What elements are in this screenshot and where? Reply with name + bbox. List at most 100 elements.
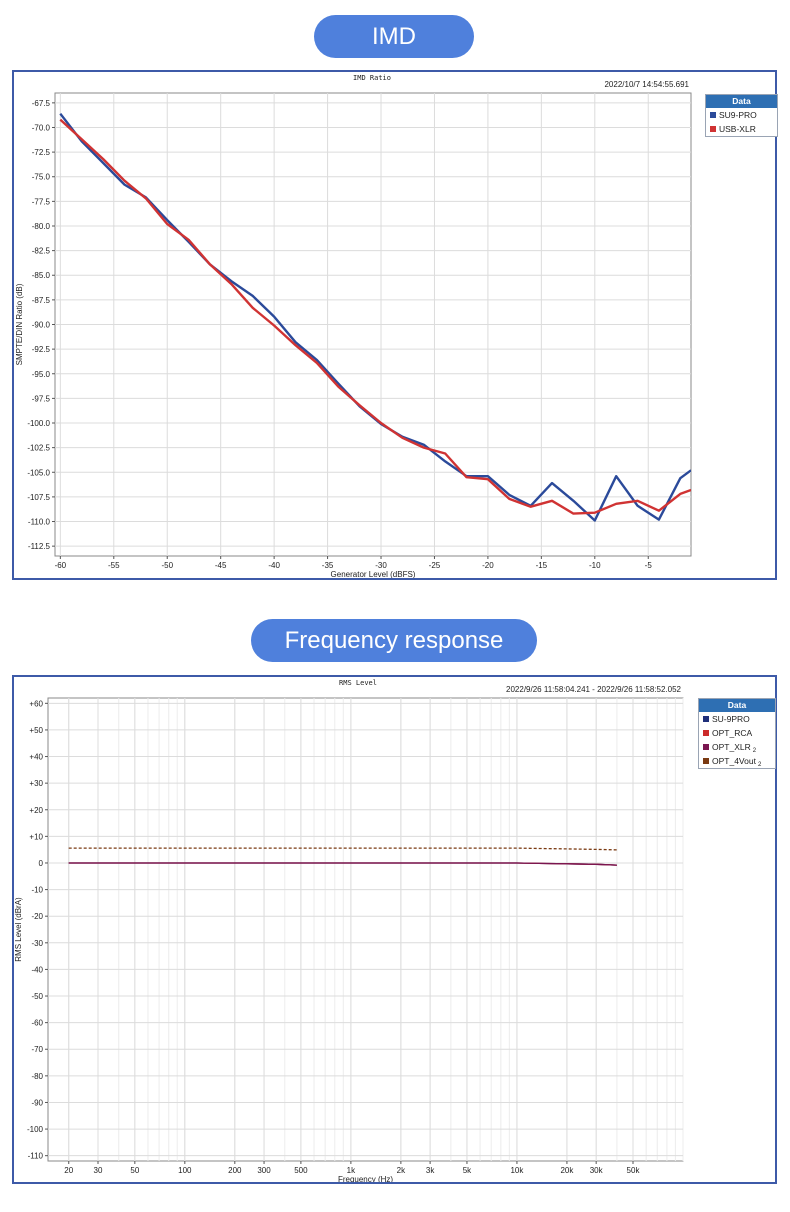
y-tick-label: -107.5: [27, 493, 50, 502]
imd-chart-panel: -60 -55 -50 -45 -40 -35 -30 -25 -20 -15 -10 -5 -67.5…: [12, 70, 778, 580]
y-tick-label: -92.5: [32, 345, 51, 354]
y-tick-label: -20: [31, 912, 43, 921]
y-tick-label: -70: [31, 1045, 43, 1054]
x-tick-label: 30k: [590, 1166, 604, 1175]
y-tick-label: -82.5: [32, 247, 51, 256]
legend-swatch: [710, 112, 716, 118]
legend-subscript: 2: [752, 748, 757, 754]
frequency-chart-panel: 20 30 50 100 200 300 500 1k 2k 3k 5k 10k 20k 30k 50k +6…: [12, 675, 777, 1184]
y-tick-label: -105.0: [27, 468, 50, 477]
series-line-usb-xlr: [59, 118, 691, 515]
y-tick-label: -112.5: [28, 542, 51, 551]
x-tick-label: 20k: [560, 1166, 574, 1175]
legend-swatch: [710, 126, 716, 132]
y-tick-label: -77.5: [32, 197, 51, 206]
y-tick-label: 0: [39, 859, 44, 868]
imd-legend: Data SU9-PRO USB-XLR: [705, 94, 778, 137]
x-tick-label: -20: [482, 561, 494, 570]
x-tick-label: 10k: [510, 1166, 524, 1175]
y-tick-label: -100: [27, 1125, 44, 1134]
y-tick-label: +50: [29, 726, 43, 735]
chart-title: RMS Level: [339, 679, 377, 687]
x-tick-label: 50k: [627, 1166, 641, 1175]
y-tick-label: +40: [29, 753, 43, 762]
chart-timestamp: 2022/10/7 14:54:55.691: [604, 80, 689, 89]
x-tick-label: 300: [257, 1166, 271, 1175]
legend-label: OPT_XLR: [712, 742, 751, 752]
x-tick-label: -45: [215, 561, 227, 570]
legend-swatch: [703, 730, 709, 736]
y-tick-label: +10: [29, 832, 43, 841]
legend-item: SU-9PRO: [699, 712, 775, 726]
y-tick-label: -75.0: [32, 173, 51, 182]
x-tick-label: 100: [178, 1166, 192, 1175]
legend-item: OPT_4Vout 2: [699, 754, 775, 768]
legend-label: SU-9PRO: [712, 714, 750, 724]
y-tick-label: -100.0: [27, 419, 50, 428]
x-tick-label: -10: [589, 561, 601, 570]
imd-heading: IMD: [314, 15, 474, 58]
y-tick-label: -80: [31, 1072, 43, 1081]
x-axis-label: Generator Level (dBFS): [331, 570, 416, 578]
series-line-opt-xlr: [68, 862, 617, 866]
x-tick-label: 200: [228, 1166, 242, 1175]
frequency-legend: Data SU-9PRO OPT_RCA OPT_XLR 2 OPT_4Vout 2: [698, 698, 776, 769]
x-tick-label: -40: [268, 561, 280, 570]
y-tick-label: -110: [28, 1152, 44, 1161]
series-line-opt-4vout: [68, 847, 617, 851]
x-tick-label: 20: [64, 1166, 73, 1175]
y-tick-label: -60: [31, 1019, 43, 1028]
y-tick-label: -102.5: [27, 444, 50, 453]
y-axis-label: SMPTE/DIN Ratio (dB): [15, 283, 24, 365]
chart-title: IMD Ratio: [353, 74, 391, 82]
y-tick-label: -67.5: [32, 99, 51, 108]
y-tick-label: +30: [29, 779, 43, 788]
y-tick-label: +60: [29, 699, 43, 708]
y-tick-label: -110.0: [28, 518, 51, 527]
legend-label: SU9-PRO: [719, 110, 757, 120]
x-tick-label: 30: [94, 1166, 103, 1175]
y-tick-label: -90.0: [32, 321, 51, 330]
y-tick-label: -40: [31, 965, 43, 974]
legend-swatch: [703, 758, 709, 764]
imd-chart: -60 -55 -50 -45 -40 -35 -30 -25 -20 -15 -10 -5 -67.5…: [15, 74, 692, 578]
x-tick-label: 3k: [426, 1166, 435, 1175]
x-tick-label: -55: [108, 561, 120, 570]
legend-item: OPT_RCA: [699, 726, 775, 740]
frequency-response-chart: 20 30 50 100 200 300 500 1k 2k 3k 5k 10k 20k 30k 50k +6…: [14, 679, 684, 1182]
legend-item: USB-XLR: [706, 122, 777, 136]
plot-area: [47, 697, 684, 1162]
legend-swatch: [703, 716, 709, 722]
legend-item: OPT_XLR 2: [699, 740, 775, 754]
legend-item: SU9-PRO: [706, 108, 777, 122]
x-tick-label: 2k: [397, 1166, 406, 1175]
y-tick-label: -97.5: [32, 394, 51, 403]
y-tick-label: -70.0: [32, 123, 51, 132]
y-tick-label: -85.0: [32, 271, 51, 280]
y-tick-label: -80.0: [32, 222, 51, 231]
legend-title: Data: [699, 699, 775, 712]
y-tick-label: -72.5: [32, 148, 51, 157]
x-tick-label: -50: [161, 561, 173, 570]
y-tick-label: +20: [29, 806, 43, 815]
y-tick-label: -90: [31, 1098, 43, 1107]
legend-swatch: [703, 744, 709, 750]
x-tick-label: 50: [130, 1166, 139, 1175]
x-tick-label: 500: [294, 1166, 308, 1175]
x-tick-label: -5: [645, 561, 653, 570]
y-tick-label: -87.5: [32, 296, 51, 305]
y-tick-label: -30: [31, 939, 43, 948]
x-tick-label: -15: [536, 561, 548, 570]
legend-label: OPT_RCA: [712, 728, 753, 738]
legend-label: USB-XLR: [719, 124, 756, 134]
x-tick-label: 5k: [463, 1166, 472, 1175]
x-tick-label: -25: [429, 561, 441, 570]
y-tick-label: -50: [31, 992, 43, 1001]
legend-subscript: 2: [757, 762, 762, 768]
x-axis-label: Frequency (Hz): [338, 1175, 393, 1182]
x-tick-label: -60: [55, 561, 67, 570]
x-tick-label: -35: [322, 561, 334, 570]
x-tick-label: -30: [375, 561, 387, 570]
legend-label: OPT_4Vout: [712, 756, 756, 766]
y-tick-label: -95.0: [32, 370, 51, 379]
